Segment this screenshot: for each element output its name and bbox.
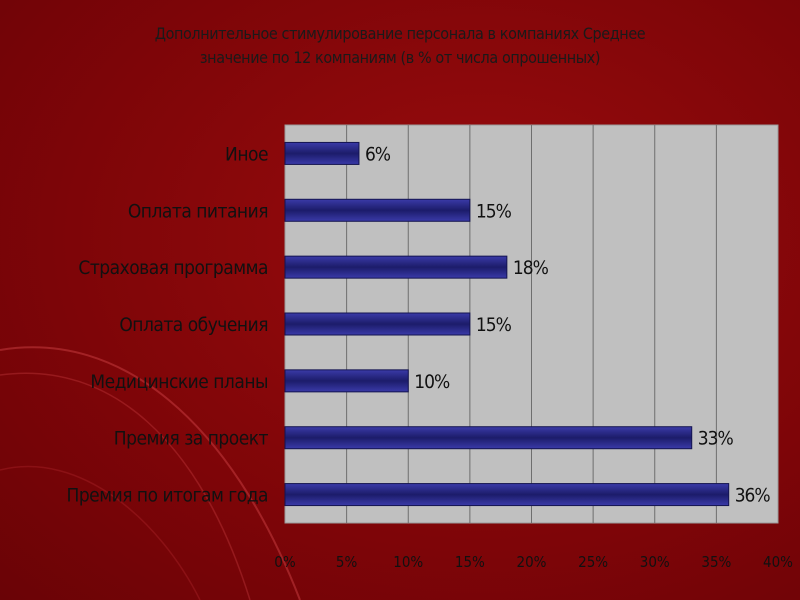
bar	[284, 483, 730, 507]
category-label: Иное	[225, 143, 268, 165]
bar	[284, 198, 471, 222]
chart-title: Дополнительное стимулирование персонала …	[60, 22, 740, 70]
bar	[284, 426, 693, 450]
category-label: Страховая программа	[78, 257, 268, 279]
bar	[284, 312, 471, 336]
x-tick-label: 40%	[763, 553, 793, 571]
x-tick-label: 5%	[336, 553, 358, 571]
data-label: 36%	[735, 485, 771, 507]
chart-title-line1: Дополнительное стимулирование персонала …	[154, 24, 646, 43]
x-axis-ticks: 0% 5% 10% 15% 20% 25% 30% 35% 40%	[274, 553, 793, 571]
data-label: 33%	[698, 428, 734, 450]
data-label: 6%	[365, 143, 391, 165]
data-label: 18%	[513, 257, 549, 279]
category-label: Оплата обучения	[119, 314, 268, 336]
x-tick-label: 30%	[640, 553, 670, 571]
data-label: 15%	[476, 314, 512, 336]
bar	[284, 141, 360, 165]
bar	[284, 369, 409, 393]
category-label: Оплата питания	[128, 200, 268, 222]
chart-title-line2: значение по 12 компаниям (в % от числа о…	[199, 48, 601, 67]
x-tick-label: 0%	[274, 553, 296, 571]
x-tick-label: 25%	[578, 553, 608, 571]
bars: 6% 15% 18% 15% 10% 33% 36%	[284, 141, 771, 507]
x-tick-label: 10%	[393, 553, 423, 571]
x-tick-label: 15%	[455, 553, 485, 571]
category-label: Премия за проект	[114, 428, 269, 450]
x-tick-label: 35%	[701, 553, 731, 571]
data-label: 10%	[414, 371, 450, 393]
category-label: Медицинские планы	[90, 371, 268, 393]
bar	[284, 255, 508, 279]
data-label: 15%	[476, 200, 512, 222]
x-tick-label: 20%	[517, 553, 547, 571]
category-labels: Иное Оплата питания Страховая программа Опл…	[66, 143, 269, 507]
category-label: Премия по итогам года	[66, 485, 268, 507]
